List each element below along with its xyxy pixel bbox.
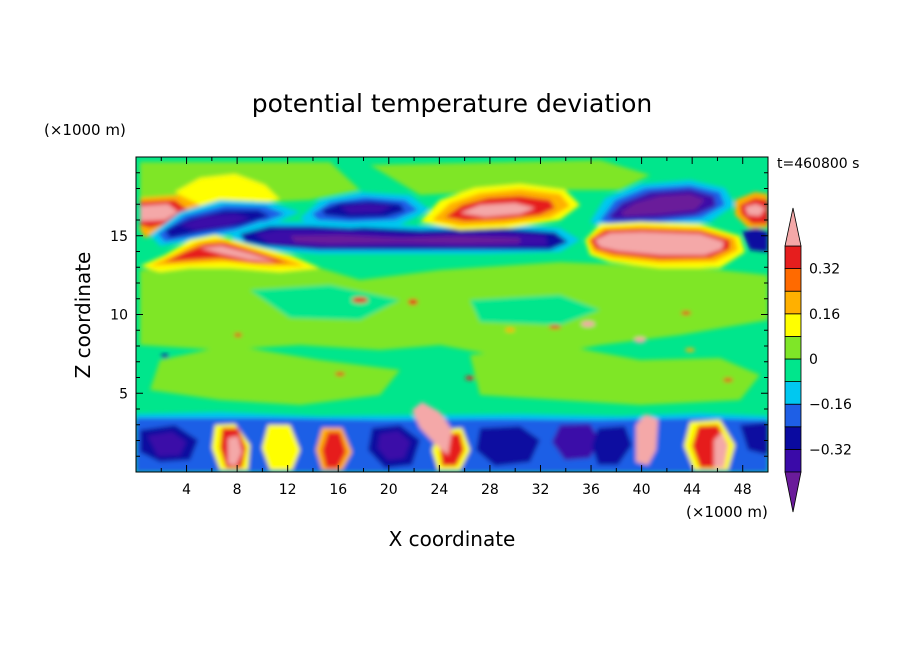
- y-axis-title: Z coordinate: [71, 252, 95, 379]
- colorbar-bin: [784, 290, 802, 315]
- y-tick-label: 5: [119, 386, 128, 402]
- colorbar-bin: [784, 335, 802, 360]
- colorbar-label: −0.16: [809, 397, 852, 413]
- x-tick-label: 12: [279, 482, 297, 498]
- contour-fleck: [685, 348, 695, 352]
- contour-fleck: [234, 333, 242, 337]
- contour-region: [322, 432, 346, 468]
- colorbar: 0.32 0.16 0 −0.16 −0.32: [784, 207, 852, 513]
- contour-region: [140, 262, 768, 360]
- x-tick-label: 36: [582, 482, 600, 498]
- contour-region: [175, 174, 280, 208]
- contour-region: [470, 345, 760, 405]
- colorbar-label: −0.32: [809, 442, 852, 458]
- contour-region: [470, 295, 600, 325]
- contour-region: [412, 402, 452, 455]
- contour-region: [460, 203, 535, 217]
- contour-fleck: [352, 297, 368, 303]
- contour-region: [180, 214, 250, 230]
- colorbar-label: 0.16: [809, 307, 840, 323]
- contour-fleck: [465, 376, 475, 380]
- y-tick-label: 10: [110, 308, 128, 324]
- contour-region: [552, 424, 600, 460]
- contour-region: [148, 432, 186, 456]
- x-tick-label: 44: [683, 482, 701, 498]
- x-tick-label: 8: [233, 482, 242, 498]
- contour-fleck: [505, 328, 515, 332]
- colorbar-bin: [784, 403, 802, 428]
- contour-fleck: [581, 321, 595, 327]
- colorbar-bin: [784, 358, 802, 383]
- x-tick-label: 20: [380, 482, 398, 498]
- x-unit-label: (×1000 m): [686, 503, 768, 521]
- colorbar-label: 0.32: [809, 262, 840, 278]
- y-unit-label: (×1000 m): [44, 121, 126, 139]
- contour-region: [140, 204, 178, 221]
- contour-region: [340, 204, 392, 213]
- chart-title: potential temperature deviation: [252, 89, 652, 118]
- contour-region: [262, 425, 300, 470]
- colorbar-bin: [784, 448, 802, 473]
- contour-region: [476, 426, 540, 466]
- x-axis: 4 8 12 16 20 24 28 32 36 40 44 48: [160, 157, 752, 498]
- colorbar-bin: [784, 268, 802, 292]
- contour-fleck: [681, 311, 691, 315]
- contour-fleck: [161, 354, 169, 358]
- contour-region: [742, 228, 768, 252]
- contour-fleck: [408, 299, 418, 305]
- contour-region: [200, 246, 276, 262]
- x-tick-label: 32: [532, 482, 550, 498]
- contour-region: [740, 422, 768, 455]
- contour-region: [714, 432, 728, 468]
- field-shapes: [136, 160, 768, 472]
- contour-region: [250, 285, 400, 320]
- colorbar-label: 0: [809, 352, 818, 368]
- colorbar-upper-arrow: [784, 207, 802, 247]
- colorbar-bin: [784, 426, 802, 450]
- contour-region: [592, 426, 632, 465]
- contour-region: [745, 204, 765, 216]
- contour-fleck: [634, 337, 646, 343]
- x-tick-label: 4: [182, 482, 191, 498]
- contour-region: [290, 235, 520, 244]
- x-tick-label: 16: [329, 482, 347, 498]
- colorbar-bin: [784, 381, 802, 405]
- x-axis-title: X coordinate: [389, 527, 516, 551]
- y-tick-label: 15: [110, 229, 128, 245]
- contour-fleck: [335, 372, 345, 376]
- contour-region: [150, 345, 400, 405]
- contour-region: [620, 194, 705, 216]
- x-tick-label: 28: [481, 482, 499, 498]
- colorbar-bin: [784, 245, 802, 270]
- x-tick-label: 40: [633, 482, 651, 498]
- contour-region: [378, 431, 410, 460]
- x-tick-label: 24: [430, 482, 448, 498]
- contour-region: [228, 436, 242, 466]
- contour-fleck: [549, 325, 561, 329]
- colorbar-lower-arrow: [784, 471, 802, 513]
- contour-region: [636, 414, 658, 465]
- colorbar-bin: [784, 313, 802, 337]
- contour-region: [370, 160, 650, 195]
- contour-region: [595, 232, 724, 255]
- contour-fleck: [723, 378, 733, 382]
- y-axis: 5 10 15: [110, 172, 768, 457]
- time-label: t=460800 s: [777, 156, 859, 172]
- x-tick-label: 48: [734, 482, 752, 498]
